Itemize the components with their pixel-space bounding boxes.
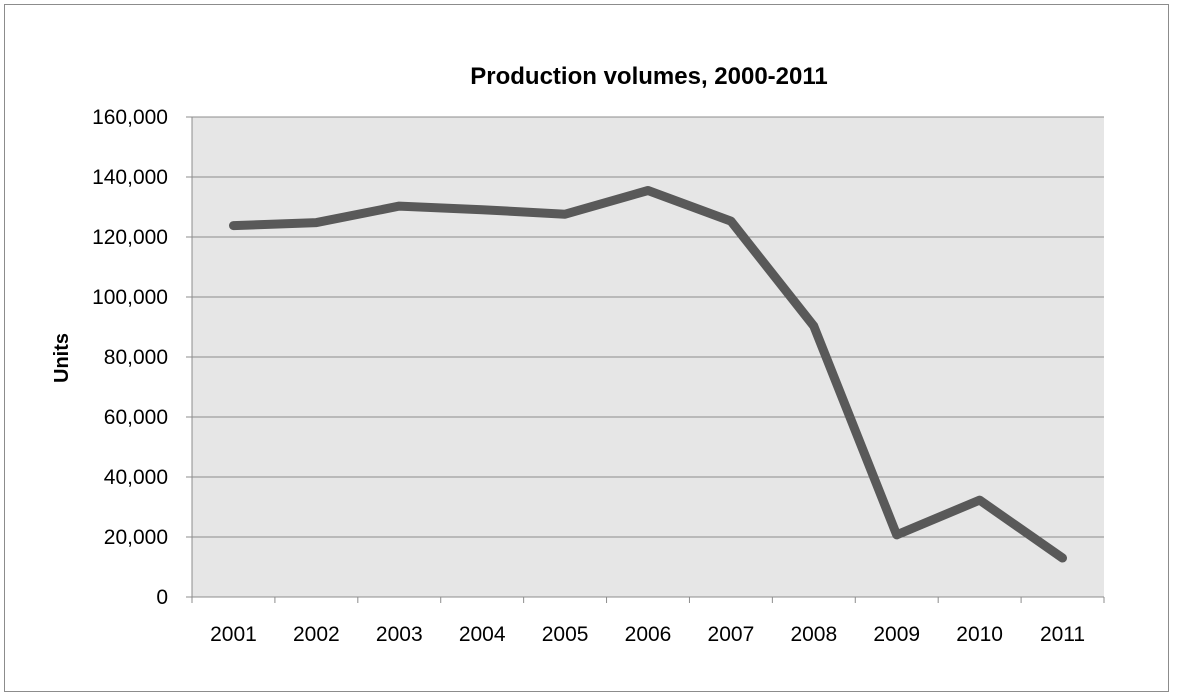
x-tick-label: 2011 (1040, 623, 1085, 646)
x-tick-label: 2007 (708, 623, 755, 646)
x-tick-labels: 2001 2002 2003 2004 2005 2006 2007 2008 2009 2010… (210, 623, 1085, 646)
axes (186, 116, 1105, 603)
x-tick-label: 2001 (210, 623, 257, 646)
x-tick-label: 2006 (625, 623, 672, 646)
x-tick-label: 2002 (293, 623, 340, 646)
x-tick-label: 2009 (873, 623, 920, 646)
y-tick-labels: 0 20,000 40,000 60,000 80,000 100,000 120,000 1… (92, 106, 168, 609)
x-tick-label: 2010 (956, 623, 1003, 646)
chart-title: Production volumes, 2000-2011 (470, 63, 827, 90)
y-tick-label: 60,000 (104, 406, 168, 429)
y-tick-label: 40,000 (104, 466, 168, 489)
y-tick-label: 140,000 (92, 166, 168, 189)
y-tick-label: 100,000 (92, 286, 168, 309)
y-tick-label: 20,000 (104, 526, 168, 549)
y-axis-label: Units (51, 333, 73, 383)
series-group (229, 186, 1067, 563)
y-tick-label: 80,000 (104, 346, 168, 369)
y-tick-label: 120,000 (92, 226, 168, 249)
y-tick-label: 160,000 (92, 106, 168, 129)
x-tick-label: 2004 (459, 623, 506, 646)
x-tick-label: 2008 (790, 623, 837, 646)
x-tick-label: 2003 (376, 623, 423, 646)
y-tick-label: 0 (156, 586, 168, 609)
gridlines (192, 116, 1104, 538)
x-tick-label: 2005 (542, 623, 589, 646)
